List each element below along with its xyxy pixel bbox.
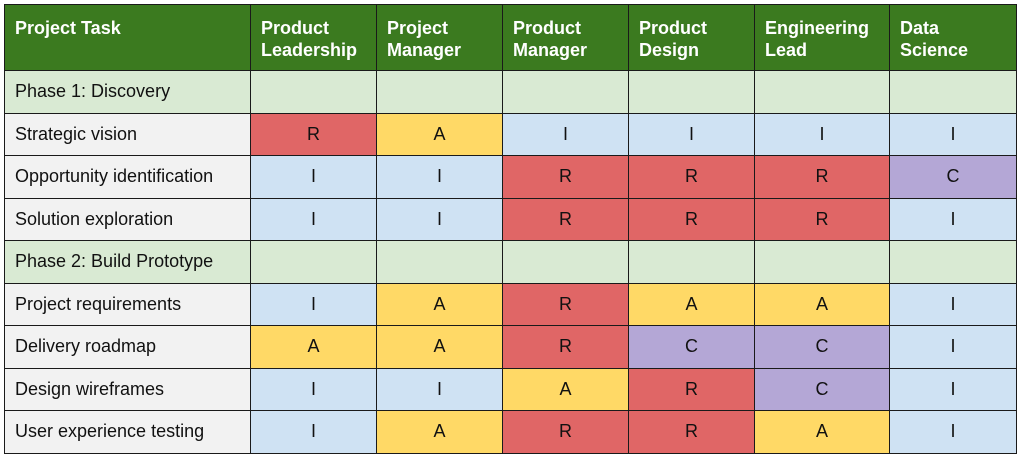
raci-cell: C xyxy=(754,367,890,411)
raci-cell xyxy=(754,70,890,114)
raci-cell: R xyxy=(502,410,629,454)
raci-cell: I xyxy=(250,155,377,199)
header-label: Lead xyxy=(765,40,808,60)
raci-cell: I xyxy=(376,367,503,411)
header-project-task: Project Task xyxy=(4,4,251,71)
raci-cell: R xyxy=(502,325,629,369)
table-row: Strategic vision R A I I I I xyxy=(4,112,1017,156)
header-label: Product xyxy=(261,18,330,38)
task-label: Strategic vision xyxy=(4,112,251,156)
task-label: Solution exploration xyxy=(4,197,251,241)
header-label: Product xyxy=(639,18,708,38)
header-product-leadership: Product Leadership xyxy=(250,4,377,71)
header-label: Science xyxy=(900,40,969,60)
task-label: Delivery roadmap xyxy=(4,325,251,369)
phase-row: Phase 2: Build Prototype xyxy=(4,240,1017,284)
table-row: Project requirements I A R A A I xyxy=(4,282,1017,326)
task-label: Design wireframes xyxy=(4,367,251,411)
raci-cell: I xyxy=(889,112,1017,156)
raci-cell: A xyxy=(376,282,503,326)
header-label: Product xyxy=(513,18,582,38)
header-label: Project Task xyxy=(15,18,121,38)
header-data-science: Data Science xyxy=(889,4,1017,71)
raci-cell: I xyxy=(754,112,890,156)
raci-cell xyxy=(889,240,1017,284)
header-label: Manager xyxy=(387,40,462,60)
table-body: Phase 1: Discovery Strategic vision R A I I I I… xyxy=(4,70,1017,454)
table-row: Opportunity identification I I R R R C xyxy=(4,155,1017,199)
raci-cell: A xyxy=(376,410,503,454)
raci-cell: R xyxy=(250,112,377,156)
phase-label: Phase 2: Build Prototype xyxy=(4,240,251,284)
raci-cell: I xyxy=(889,410,1017,454)
header-label: Design xyxy=(639,40,700,60)
table-row: User experience testing I A R R A I xyxy=(4,410,1017,454)
raci-cell: C xyxy=(754,325,890,369)
raci-cell xyxy=(502,240,629,284)
raci-cell: I xyxy=(250,197,377,241)
raci-cell: R xyxy=(754,155,890,199)
raci-cell: I xyxy=(628,112,755,156)
raci-cell xyxy=(754,240,890,284)
raci-cell: I xyxy=(889,197,1017,241)
raci-cell: A xyxy=(754,282,890,326)
raci-cell xyxy=(376,240,503,284)
raci-cell: R xyxy=(628,410,755,454)
header-label: Leadership xyxy=(261,40,358,60)
header-label: Engineering xyxy=(765,18,870,38)
raci-cell xyxy=(250,70,377,114)
raci-cell xyxy=(628,240,755,284)
header-label: Manager xyxy=(513,40,588,60)
header-label: Project xyxy=(387,18,449,38)
raci-cell: I xyxy=(889,282,1017,326)
raci-cell: A xyxy=(376,325,503,369)
raci-cell: I xyxy=(250,367,377,411)
raci-cell: A xyxy=(754,410,890,454)
task-label: User experience testing xyxy=(4,410,251,454)
table-row: Solution exploration I I R R R I xyxy=(4,197,1017,241)
raci-cell: R xyxy=(628,197,755,241)
raci-cell: R xyxy=(754,197,890,241)
table-row: Delivery roadmap A A R C C I xyxy=(4,325,1017,369)
raci-cell xyxy=(889,70,1017,114)
raci-cell: A xyxy=(628,282,755,326)
task-label: Opportunity identification xyxy=(4,155,251,199)
raci-cell xyxy=(628,70,755,114)
raci-cell: A xyxy=(502,367,629,411)
raci-cell: R xyxy=(502,197,629,241)
raci-cell: A xyxy=(250,325,377,369)
header-project-manager: Project Manager xyxy=(376,4,503,71)
task-label: Project requirements xyxy=(4,282,251,326)
header-engineering-lead: Engineering Lead xyxy=(754,4,890,71)
raci-cell: I xyxy=(889,325,1017,369)
raci-cell: I xyxy=(376,155,503,199)
header-row: Project Task Product Leadership Project Ma… xyxy=(4,4,1017,71)
raci-cell: R xyxy=(628,367,755,411)
raci-cell: R xyxy=(502,282,629,326)
raci-cell xyxy=(250,240,377,284)
phase-label: Phase 1: Discovery xyxy=(4,70,251,114)
raci-cell: R xyxy=(628,155,755,199)
raci-cell: R xyxy=(502,155,629,199)
header-label: Data xyxy=(900,18,940,38)
raci-cell xyxy=(502,70,629,114)
raci-cell xyxy=(376,70,503,114)
header-product-manager: Product Manager xyxy=(502,4,629,71)
raci-cell: I xyxy=(250,282,377,326)
phase-row: Phase 1: Discovery xyxy=(4,70,1017,114)
raci-cell: I xyxy=(376,197,503,241)
raci-cell: C xyxy=(889,155,1017,199)
raci-matrix: Project Task Product Leadership Project Ma… xyxy=(4,4,1017,454)
raci-cell: I xyxy=(250,410,377,454)
raci-cell: C xyxy=(628,325,755,369)
table-row: Design wireframes I I A R C I xyxy=(4,367,1017,411)
raci-cell: I xyxy=(502,112,629,156)
header-product-design: Product Design xyxy=(628,4,755,71)
raci-cell: I xyxy=(889,367,1017,411)
raci-cell: A xyxy=(376,112,503,156)
